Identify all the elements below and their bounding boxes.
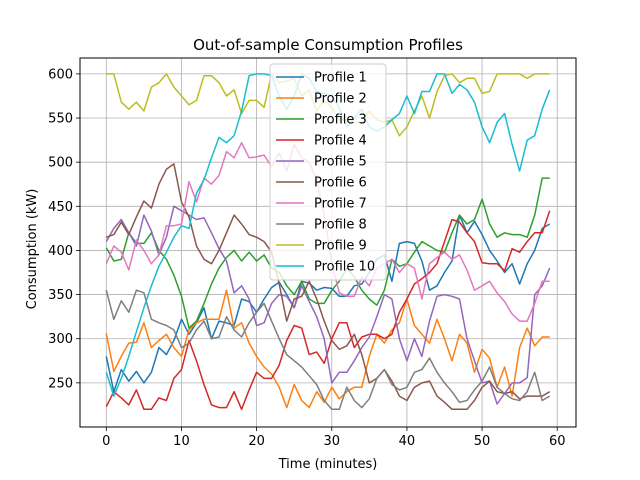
legend-label-profile-8: Profile 8 (314, 218, 367, 233)
y-tick-label: 500 (48, 156, 73, 171)
series-line-profile-2 (105, 289, 550, 409)
series-line-profile-1 (105, 214, 551, 393)
legend-box (269, 63, 387, 281)
legend-label-profile-5: Profile 5 (314, 155, 367, 170)
axis-ticks: 0 10 20 30 40 50 60 250 300 350 400 450 500 550 600 (48, 67, 565, 449)
series-line-profile-8 (105, 289, 551, 411)
series-line-profile-4 (105, 210, 551, 411)
legend-label-profile-3: Profile 3 (314, 113, 367, 128)
x-tick-label: 10 (173, 434, 190, 449)
legend-label-profile-7: Profile 7 (314, 197, 367, 212)
legend: Profile 1 Profile 2 Profile 3 Profile 4 Prof… (269, 63, 387, 281)
y-axis-label: Consumption (kW) (25, 189, 40, 310)
y-tick-label: 300 (48, 332, 73, 347)
legend-label-profile-10: Profile 10 (314, 260, 375, 275)
y-tick-label: 350 (48, 288, 73, 303)
y-tick-label: 550 (48, 112, 73, 127)
legend-label-profile-6: Profile 6 (314, 176, 367, 191)
legend-label-profile-2: Profile 2 (314, 92, 367, 107)
legend-label-profile-9: Profile 9 (314, 239, 367, 254)
x-tick-label: 60 (549, 434, 566, 449)
legend-label-profile-1: Profile 1 (314, 71, 367, 86)
series-line-profile-3 (105, 177, 550, 329)
x-tick-label: 50 (474, 434, 491, 449)
y-tick-label: 450 (48, 200, 73, 215)
legend-label-profile-4: Profile 4 (314, 134, 367, 149)
x-tick-label: 30 (323, 434, 340, 449)
chart-title: Out-of-sample Consumption Profiles (193, 36, 463, 54)
axes-frame (79, 57, 577, 428)
y-tick-label: 250 (48, 376, 73, 391)
y-tick-label: 400 (48, 244, 73, 259)
x-tick-label: 20 (248, 434, 265, 449)
series-line-profile-5 (105, 205, 551, 405)
x-tick-label: 0 (102, 434, 110, 449)
x-axis-label: Time (minutes) (278, 457, 378, 472)
series-line-profile-6 (106, 163, 551, 411)
x-tick-label: 40 (399, 434, 416, 449)
y-tick-label: 600 (48, 67, 73, 82)
